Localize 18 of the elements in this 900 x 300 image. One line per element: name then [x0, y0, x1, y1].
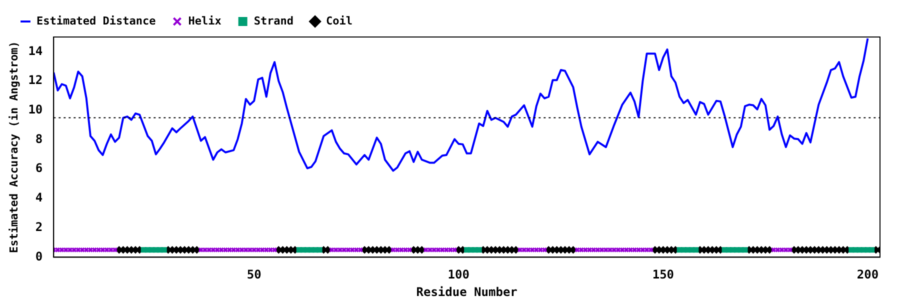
x-tick-label: 50 [246, 268, 262, 282]
legend-label: Estimated Distance [36, 14, 156, 28]
y-tick-label: 8 [35, 132, 43, 146]
y-axis-title: Estimated Accuracy (in Angstrom) [7, 41, 20, 254]
y-tick-label: 6 [35, 161, 43, 176]
y-tick-label: 2 [35, 220, 43, 234]
y-tick-label: 14 [28, 44, 43, 58]
x-axis-title: Residue Number [416, 284, 518, 299]
x-tick-label: 100 [448, 268, 470, 282]
legend-label: Strand [254, 14, 294, 28]
y-tick-label: 4 [35, 190, 43, 205]
x-tick-label: 200 [856, 268, 879, 282]
y-tick-label: 10 [28, 102, 43, 117]
y-tick-label: 0 [35, 249, 43, 264]
legend-label: Coil [326, 14, 353, 28]
y-tick-label: 12 [28, 73, 43, 88]
x-tick-label: 150 [652, 268, 674, 282]
legend-label: Helix [188, 14, 222, 28]
